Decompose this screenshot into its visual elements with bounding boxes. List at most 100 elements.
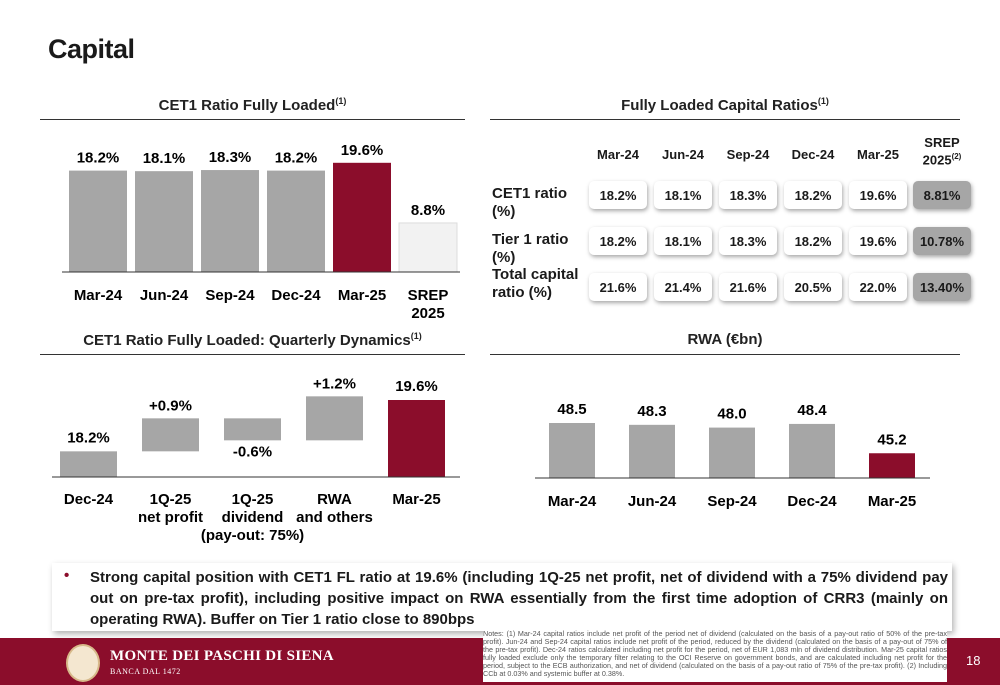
table-column-header: Sep-24 xyxy=(726,147,770,162)
rwa-bar xyxy=(789,423,835,478)
dynamics-chart-title-rule xyxy=(40,354,465,355)
cet1-chart-title: CET1 Ratio Fully Loaded(1) xyxy=(158,96,347,114)
table-cell: 10.78% xyxy=(913,227,971,255)
dynamics-bar xyxy=(306,396,363,441)
table-cell: 18.2% xyxy=(589,181,647,209)
capital-ratios-title: Fully Loaded Capital Ratios(1) xyxy=(621,96,829,114)
rwa-chart-title: RWA (€bn) xyxy=(687,331,763,348)
cet1-bar xyxy=(201,170,259,272)
dynamics-value-label: +0.9% xyxy=(149,397,192,414)
rwa-value-label: 48.3 xyxy=(637,403,666,420)
dynamics-bar xyxy=(142,418,199,452)
dynamics-category-label: 1Q-25 xyxy=(150,491,192,508)
bank-logo-sub: BANCA DAL 1472 xyxy=(110,667,181,676)
rwa-value-label: 45.2 xyxy=(877,431,906,448)
rwa-category-label: Jun-24 xyxy=(628,493,677,510)
rwa-chart: 48.5 Mar-24 48.3 Jun-24 48.0 Sep-24 48.4 Dec-24… xyxy=(535,401,930,510)
dynamics-bar xyxy=(60,451,117,477)
cet1-value-label: 8.8% xyxy=(411,202,445,219)
rwa-bar xyxy=(709,427,755,478)
rwa-category-label: Dec-24 xyxy=(787,493,837,510)
dynamics-value-label: 18.2% xyxy=(67,429,110,446)
table-cell: 18.1% xyxy=(654,227,712,255)
dynamics-value-label: -0.6% xyxy=(233,443,272,460)
cet1-bar xyxy=(135,171,193,272)
rwa-bar xyxy=(869,453,915,478)
table-cell: 13.40% xyxy=(913,273,971,301)
dynamics-value-label: 19.6% xyxy=(395,378,438,395)
table-column-header: Jun-24 xyxy=(662,147,704,162)
dynamics-category-label: Dec-24 xyxy=(64,491,114,508)
bank-logo-name: MONTE DEI PASCHI DI SIENA xyxy=(110,648,334,664)
dynamics-category-label: (pay-out: 75%) xyxy=(201,527,304,544)
rwa-category-label: Sep-24 xyxy=(707,493,757,510)
dynamics-category-label: 1Q-25 xyxy=(232,491,274,508)
cet1-category-label: 2025 xyxy=(411,305,444,322)
cet1-value-label: 18.2% xyxy=(77,150,120,167)
key-message-box xyxy=(52,563,952,631)
table-cell: 8.81% xyxy=(913,181,971,209)
dynamics-category-label: net profit xyxy=(138,509,203,526)
rwa-bar xyxy=(549,423,595,478)
dynamics-value-label: +1.2% xyxy=(313,375,356,392)
capital-ratios-title-rule xyxy=(490,119,960,120)
cet1-value-label: 18.3% xyxy=(209,149,252,166)
rwa-value-label: 48.4 xyxy=(797,402,827,419)
cet1-category-label: Dec-24 xyxy=(271,287,321,304)
table-cell: 19.6% xyxy=(849,227,907,255)
cet1-bar xyxy=(333,162,391,272)
key-message-text: Strong capital position with CET1 FL rat… xyxy=(90,569,948,628)
cet1-ratio-chart: 18.2% Mar-24 18.1% Jun-24 18.3% Sep-24 18.2% De… xyxy=(62,142,460,322)
cet1-category-label: SREP xyxy=(408,287,449,304)
table-cell: 21.6% xyxy=(719,273,777,301)
table-cell: 21.4% xyxy=(654,273,712,301)
cet1-bar xyxy=(267,170,325,272)
footnotes: Notes: (1) Mar-24 capital ratios include… xyxy=(483,630,947,682)
table-cell: 18.3% xyxy=(719,227,777,255)
rwa-chart-title-rule xyxy=(490,354,960,355)
cet1-category-label: Mar-25 xyxy=(338,287,386,304)
dynamics-bar xyxy=(388,400,445,477)
cet1-value-label: 18.2% xyxy=(275,150,318,167)
dynamics-category-label: dividend xyxy=(222,509,284,526)
table-column-header: Dec-24 xyxy=(791,147,835,162)
table-row-label: Total capital ratio (%) xyxy=(492,266,579,301)
cet1-bar xyxy=(69,170,127,272)
table-row-label: CET1 ratio (%) xyxy=(492,185,568,220)
dynamics-category-label: and others xyxy=(296,509,373,526)
bank-seal-icon xyxy=(66,644,100,682)
cet1-category-label: Mar-24 xyxy=(74,287,123,304)
table-cell: 18.2% xyxy=(784,181,842,209)
cet1-value-label: 19.6% xyxy=(341,142,384,159)
page-number: 18 xyxy=(966,653,981,668)
table-row-label: Tier 1 ratio (%) xyxy=(492,231,569,266)
table-cell: 22.0% xyxy=(849,273,907,301)
rwa-category-label: Mar-25 xyxy=(868,493,916,510)
table-cell: 21.6% xyxy=(589,273,647,301)
table-column-header: Mar-25 xyxy=(857,147,899,162)
rwa-bar xyxy=(629,424,675,478)
bullet-marker: • xyxy=(64,567,70,584)
cet1-category-label: Sep-24 xyxy=(205,287,255,304)
cet1-bar xyxy=(398,222,458,273)
rwa-value-label: 48.5 xyxy=(557,401,586,418)
cet1-value-label: 18.1% xyxy=(143,150,186,167)
table-cell: 18.3% xyxy=(719,181,777,209)
cet1-category-label: Jun-24 xyxy=(140,287,189,304)
table-cell: 18.2% xyxy=(589,227,647,255)
table-cell: 18.2% xyxy=(784,227,842,255)
table-cell: 19.6% xyxy=(849,181,907,209)
rwa-category-label: Mar-24 xyxy=(548,493,597,510)
dynamics-category-label: RWA xyxy=(317,491,352,508)
table-column-header: SREP 2025(2) xyxy=(922,135,962,168)
dynamics-chart-title: CET1 Ratio Fully Loaded: Quarterly Dynam… xyxy=(83,331,422,349)
dynamics-category-label: Mar-25 xyxy=(392,491,440,508)
rwa-value-label: 48.0 xyxy=(717,406,746,423)
cet1-chart-title-rule xyxy=(40,119,465,120)
table-cell: 18.1% xyxy=(654,181,712,209)
page-title: Capital xyxy=(48,34,135,64)
table-column-header: Mar-24 xyxy=(597,147,639,162)
table-cell: 20.5% xyxy=(784,273,842,301)
dynamics-bar xyxy=(224,418,281,441)
